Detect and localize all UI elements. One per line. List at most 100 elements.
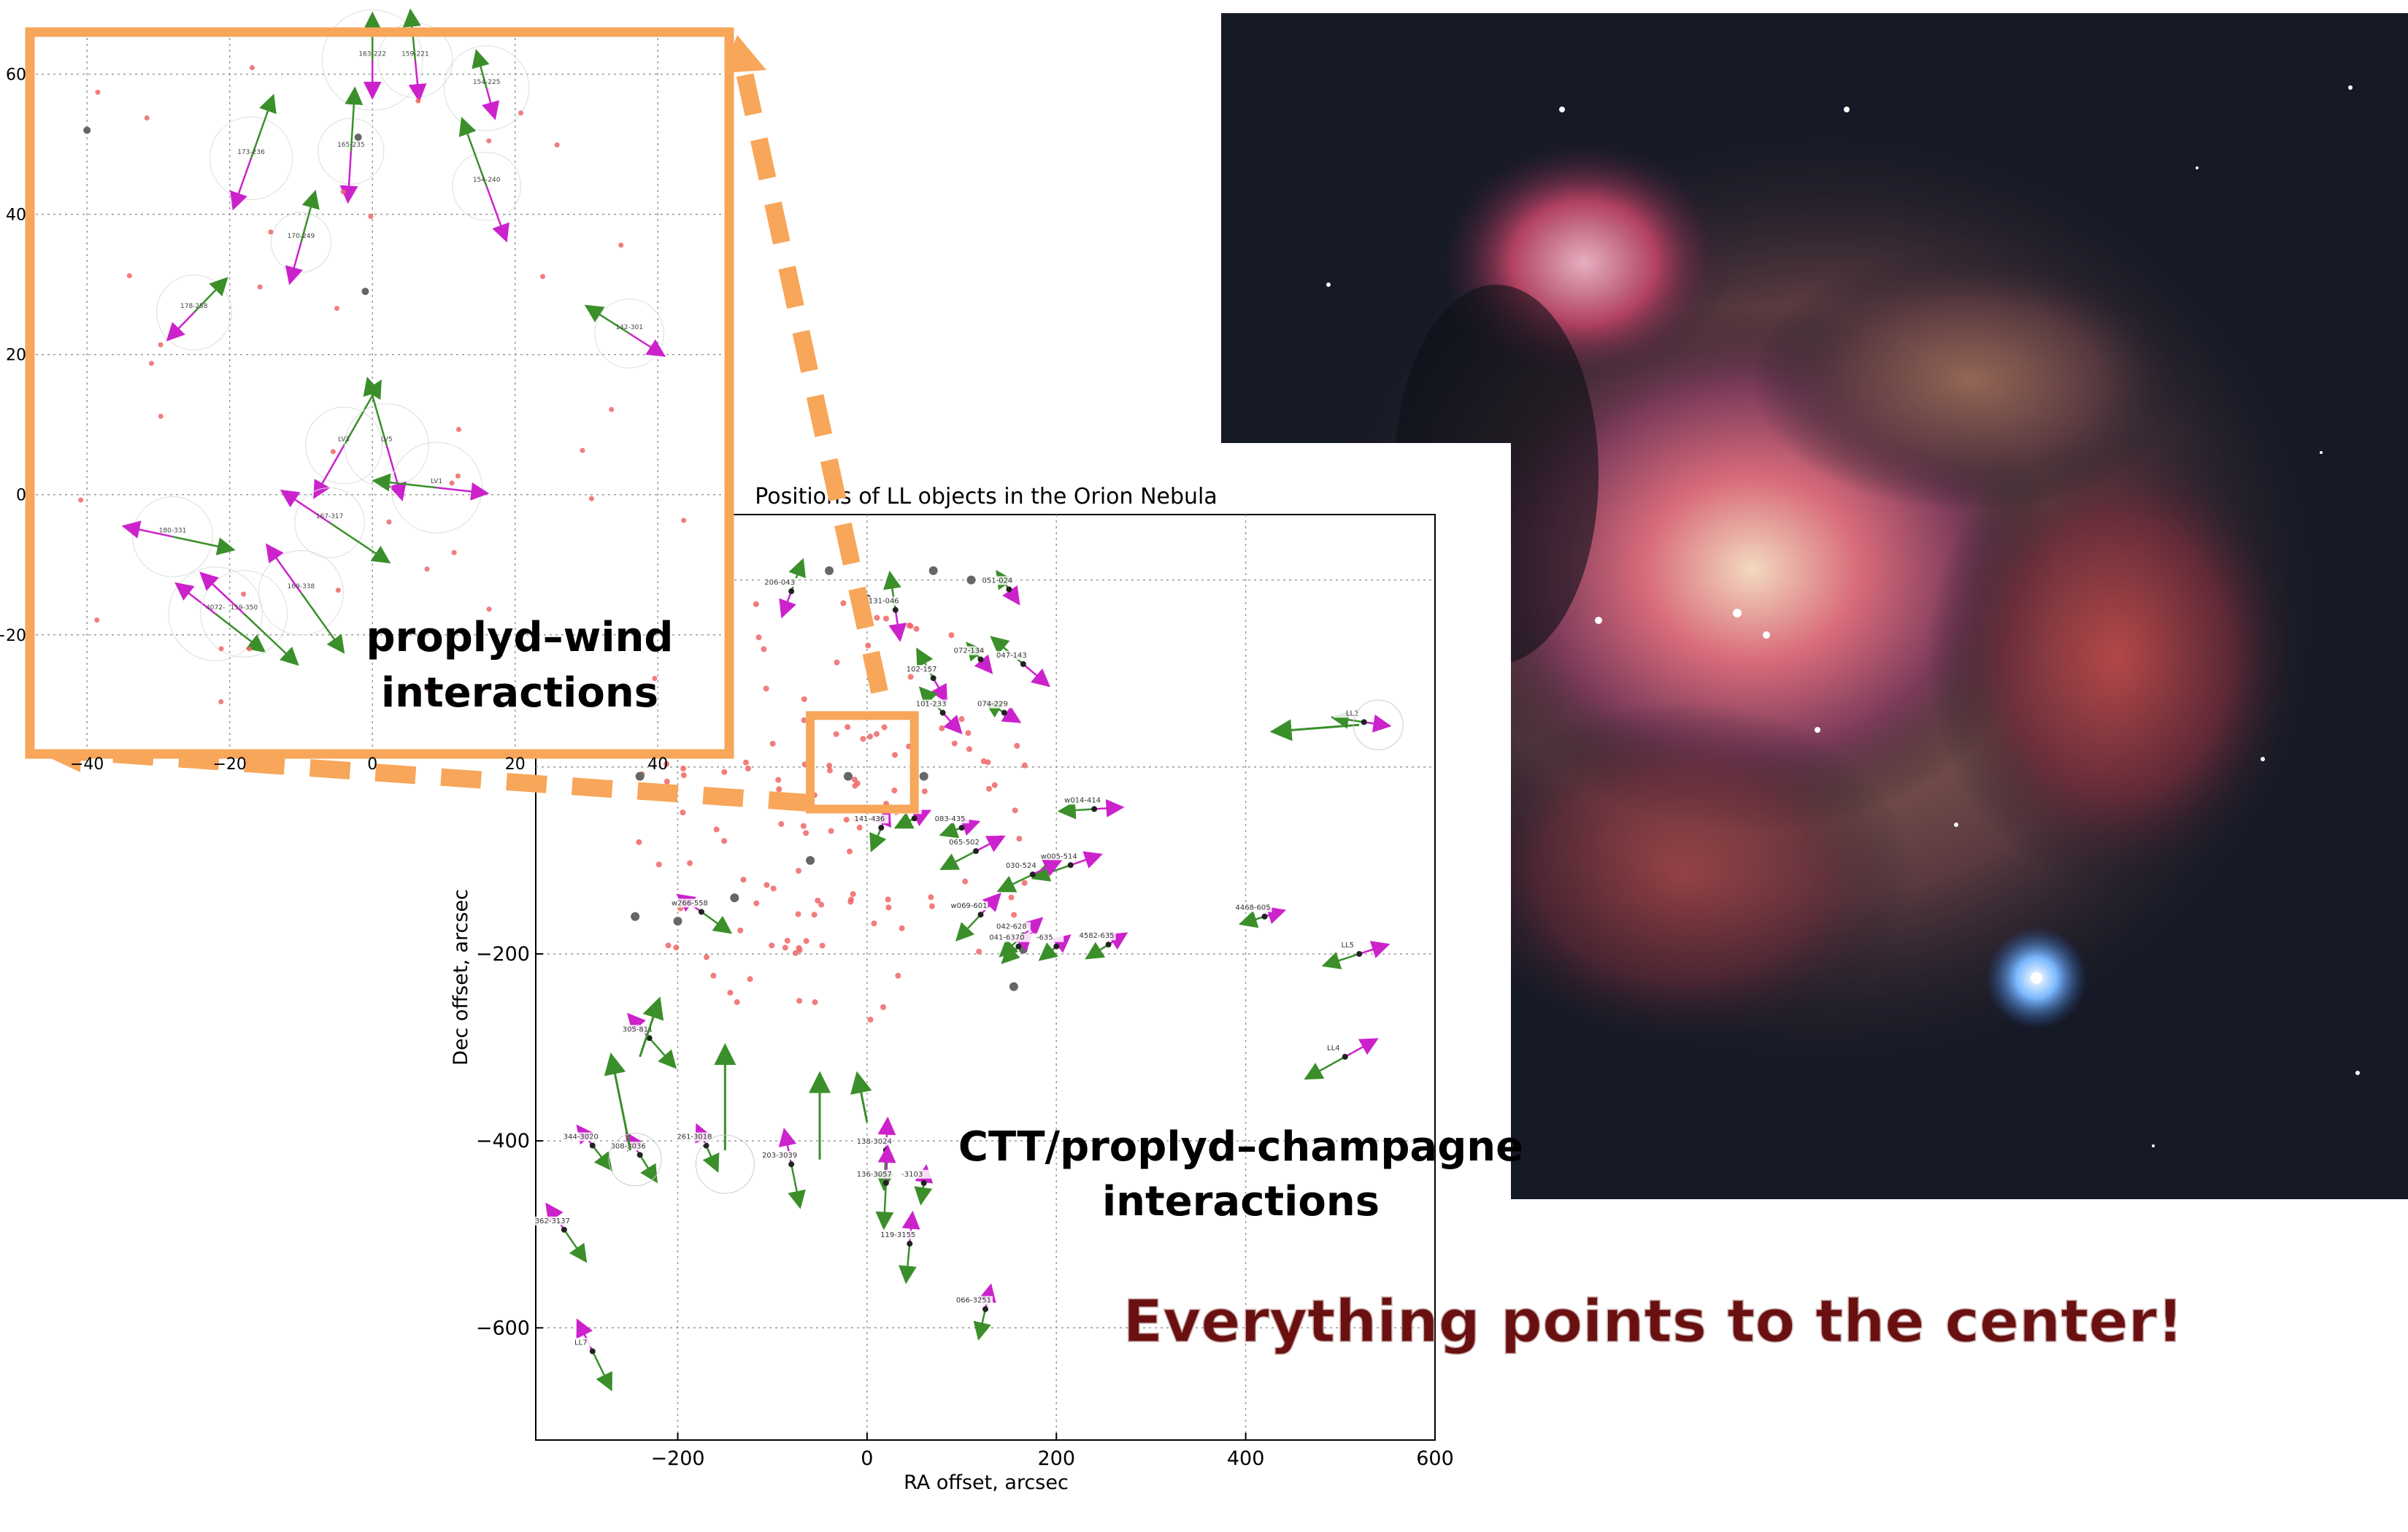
main-object-marker <box>920 1179 927 1186</box>
inset-y-tick-label: 0 <box>16 487 26 505</box>
inset-scatter-point <box>158 413 164 419</box>
main-object-label: 305-811 <box>623 1025 653 1033</box>
main-object-arrow-green <box>973 1309 991 1341</box>
main-scatter-point <box>812 999 818 1006</box>
main-plot-frame <box>535 514 1436 1441</box>
inset-object-arrow-green <box>300 190 320 243</box>
main-object-label-bg <box>1077 931 1116 941</box>
main-scatter-point <box>721 838 728 844</box>
inset-object-arrow-magenta <box>121 520 173 539</box>
main-scatter-point <box>885 896 891 903</box>
main-object: 119-3155 <box>879 1210 920 1285</box>
inset-object-arrow-green <box>328 522 391 563</box>
main-scatter-point <box>847 848 853 855</box>
main-object-arrow-magenta <box>1363 714 1392 733</box>
main-object: 072-134 <box>950 642 993 674</box>
inset-scatter-point <box>78 497 84 503</box>
main-object-arrow-green <box>1038 942 1058 961</box>
main-scatter-point <box>663 778 670 785</box>
inset-object-arrow-green <box>372 473 437 492</box>
main-scatter-point <box>673 944 680 951</box>
main-scatter-point-gray <box>966 575 976 585</box>
main-object-arrow-magenta <box>1358 941 1390 958</box>
main-object-label: LL2 <box>1346 709 1359 717</box>
main-object: 4582-635 <box>1077 931 1128 960</box>
inset-object-label: LV3 <box>338 436 350 444</box>
main-object-label-bg <box>618 1025 657 1034</box>
main-scatter-point <box>655 861 662 868</box>
inset-object-arrow-magenta <box>628 332 666 357</box>
inset-object: 142-301 <box>584 299 666 369</box>
main-scatter-point <box>958 716 965 723</box>
main-scatter-point <box>770 885 777 892</box>
main-object-label: 308-3036 <box>611 1142 646 1150</box>
main-scatter-point <box>976 948 982 955</box>
main-scatter-point <box>636 839 642 845</box>
inset-object: LV1 <box>372 442 490 534</box>
main-object: 4468-605 <box>1234 903 1287 928</box>
inset-object-arrow-green <box>250 93 277 159</box>
main-object: 030-524 <box>996 860 1063 893</box>
inset-object-arrow-green <box>584 304 630 334</box>
main-long-arrow-green <box>1269 719 1360 742</box>
main-object-label: 141-436 <box>854 815 885 823</box>
main-scatter-point <box>865 642 872 649</box>
inset-object-label: 4072- <box>206 604 225 612</box>
main-object: w005-514 <box>1031 851 1103 882</box>
inset-object-arrow-green <box>345 86 363 152</box>
inset-scatter-point <box>449 480 455 486</box>
main-scatter-point <box>895 972 901 979</box>
main-scatter-point <box>874 615 880 621</box>
inset-object-arrow-green <box>243 613 299 666</box>
main-object-label: 102-157 <box>907 666 937 674</box>
main-object-label: LL5 <box>1341 942 1354 950</box>
main-object-marker <box>1053 943 1060 950</box>
main-scatter-point <box>818 901 825 908</box>
main-scatter-point-gray <box>928 566 938 575</box>
main-scatter-point <box>755 634 762 641</box>
main-x-tick-label: 400 <box>1227 1447 1265 1470</box>
main-scatter-point <box>852 782 858 789</box>
main-object-label-bg <box>1001 861 1040 871</box>
main-object: 308-3036 <box>609 1131 658 1184</box>
main-object-arrow-green <box>1085 942 1109 960</box>
main-object-marker <box>977 912 984 918</box>
main-scatter-point <box>840 600 847 607</box>
inset-object: 159-221 <box>377 8 453 103</box>
main-object-label-bg <box>855 1136 893 1146</box>
main-object-marker <box>1006 586 1012 593</box>
inset-object-label: LV1 <box>431 478 442 485</box>
inset-object-arrow-magenta <box>339 151 358 204</box>
ctt-champagne-label-line2: interactions <box>1102 1178 1380 1225</box>
main-scatter-point <box>966 746 972 752</box>
inset-scatter-point <box>330 449 336 455</box>
main-object-halo <box>608 1133 662 1187</box>
zoom-region-box <box>806 711 919 814</box>
main-object-label: 074-229 <box>977 701 1008 709</box>
inset-object: 170-249 <box>270 190 332 285</box>
main-y-tick-label: −400 <box>476 1130 530 1152</box>
main-object: 047-143 <box>990 636 1051 688</box>
main-scatter-point <box>742 759 749 766</box>
inset-object-label: 167-317 <box>316 513 344 520</box>
main-y-tick-label: −200 <box>476 943 530 966</box>
main-object-label-bg <box>864 596 903 606</box>
main-object-arrow-green <box>1330 710 1364 729</box>
main-scatter-point <box>1012 807 1018 814</box>
main-object-arrow-green <box>996 873 1034 893</box>
main-plot-title: Positions of LL objects in the Orion Neb… <box>755 484 1218 509</box>
main-object-label-bg <box>761 578 799 588</box>
inset-scatter-point <box>580 447 585 453</box>
main-scatter-point <box>867 1017 874 1023</box>
inset-object-halo <box>258 550 344 636</box>
main-object-marker <box>1020 661 1026 667</box>
main-object-marker <box>1356 950 1363 957</box>
main-object-marker <box>589 1348 596 1355</box>
main-object-label: 083-435 <box>935 815 966 823</box>
main-scatter-point <box>833 731 839 737</box>
main-object-label-bg <box>992 922 1031 931</box>
main-object: 065-502 <box>939 835 1006 871</box>
main-object-halo <box>1353 699 1404 750</box>
main-scatter-point <box>710 972 717 979</box>
inset-scatter-point <box>609 407 615 412</box>
